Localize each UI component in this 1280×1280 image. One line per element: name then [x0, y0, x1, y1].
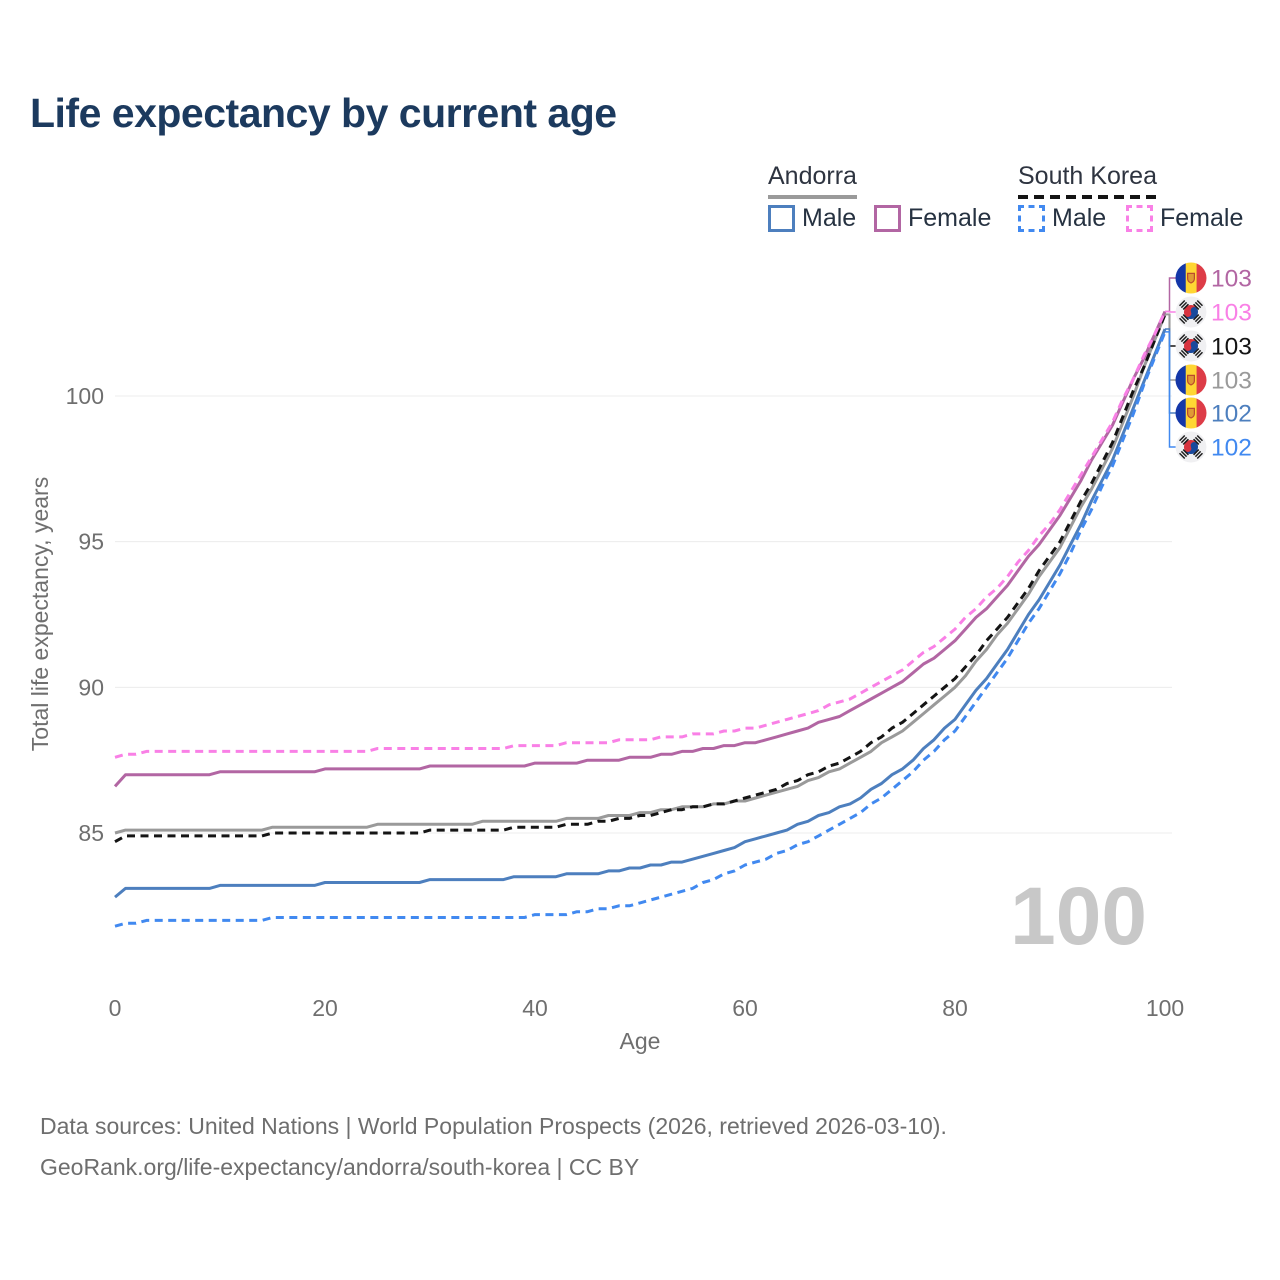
data-source-footer: Data sources: United Nations | World Pop… — [40, 1106, 947, 1188]
y-tick-label: 100 — [66, 383, 104, 409]
series-line-andorra-female[interactable] — [113, 310, 1167, 788]
end-value-label: 103 — [1211, 266, 1252, 293]
y-axis-title: Total life expectancy, years — [27, 477, 53, 751]
andorra-line-swatch — [768, 195, 857, 199]
series-line-andorra-both[interactable] — [114, 313, 1167, 835]
andorra-flag-icon — [1175, 262, 1207, 294]
series-line-south-korea-male[interactable] — [114, 331, 1167, 928]
label-connector — [1165, 313, 1176, 381]
end-value-label: 102 — [1211, 435, 1252, 462]
y-tick-label: 85 — [78, 820, 104, 846]
andorra-flag-icon — [1175, 397, 1207, 429]
label-connector — [1165, 328, 1176, 414]
y-tick-label: 95 — [78, 529, 104, 555]
legend-andorra-label: Andorra — [768, 162, 857, 190]
legend-group-south-korea: South Korea — [1018, 162, 1157, 199]
right-label-layer: 103 103 103 103 102 102 — [1165, 262, 1252, 463]
legend-label: Male — [1052, 204, 1107, 232]
legend-item-andorra-female[interactable]: Female — [874, 204, 991, 233]
legend-south-korea-label: South Korea — [1018, 162, 1157, 190]
end-value-label: 102 — [1211, 401, 1252, 428]
x-tick-label: 80 — [942, 995, 968, 1021]
legend-label: Female — [1160, 204, 1244, 232]
x-tick-label: 60 — [732, 995, 758, 1021]
legend-group-andorra: Andorra — [768, 162, 857, 199]
legend-item-south-korea-male[interactable]: Male — [1018, 204, 1106, 233]
south-korea-male-swatch-icon — [1018, 205, 1045, 232]
x-tick-label: 100 — [1146, 995, 1184, 1021]
label-connector — [1165, 310, 1176, 313]
andorra-flag-icon — [1175, 364, 1207, 396]
south-korea-line-swatch — [1018, 195, 1157, 199]
legend-label: Male — [802, 204, 857, 232]
legend-label: Female — [908, 204, 992, 232]
age-watermark: 100 — [1010, 871, 1147, 962]
series-line-andorra-male[interactable] — [114, 328, 1167, 899]
andorra-female-swatch-icon — [874, 205, 901, 232]
label-connector — [1165, 331, 1176, 448]
x-tick-label: 20 — [312, 995, 338, 1021]
axis-layer: 85 90 95 100 0 20 40 60 80 100 — [66, 383, 1185, 1021]
gridlines — [115, 395, 1172, 834]
chart-title: Life expectancy by current age — [30, 90, 617, 136]
label-connector — [1165, 277, 1176, 313]
x-tick-label: 0 — [109, 995, 122, 1021]
end-value-label: 103 — [1211, 334, 1252, 361]
south-korea-flag-icon — [1175, 431, 1207, 463]
series-line-south-korea-female[interactable] — [114, 310, 1167, 759]
x-tick-label: 40 — [522, 995, 548, 1021]
series-line-south-korea-both[interactable] — [114, 313, 1167, 844]
footer-line-2: GeoRank.org/life-expectancy/andorra/sout… — [40, 1154, 640, 1180]
series-layer — [113, 310, 1167, 928]
south-korea-female-swatch-icon — [1126, 205, 1153, 232]
andorra-male-swatch-icon — [768, 205, 795, 232]
footer-line-1: Data sources: United Nations | World Pop… — [40, 1113, 947, 1139]
legend-item-south-korea-female[interactable]: Female — [1126, 204, 1243, 233]
label-connector — [1165, 313, 1176, 347]
y-tick-label: 90 — [78, 674, 104, 700]
south-korea-flag-icon — [1175, 330, 1207, 362]
end-value-label: 103 — [1211, 368, 1252, 395]
south-korea-flag-icon — [1175, 296, 1207, 328]
x-axis-title: Age — [620, 1028, 661, 1054]
end-value-label: 103 — [1211, 300, 1252, 327]
legend-item-andorra-male[interactable]: Male — [768, 204, 856, 233]
